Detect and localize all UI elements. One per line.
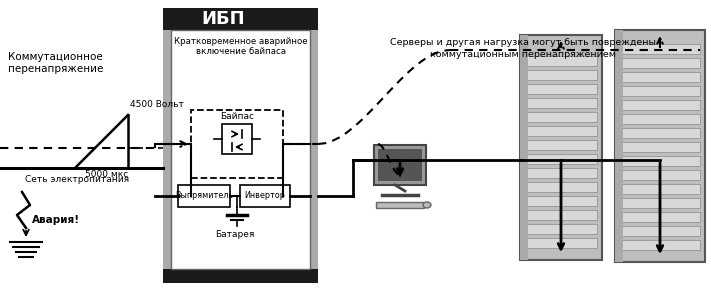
Bar xyxy=(620,198,700,208)
Bar xyxy=(525,154,597,164)
Bar xyxy=(620,100,700,110)
Bar xyxy=(620,184,700,194)
Bar xyxy=(525,210,597,220)
Bar xyxy=(163,8,318,30)
Bar xyxy=(374,145,426,185)
Text: Сеть электропитания: Сеть электропитания xyxy=(25,175,129,184)
Bar xyxy=(525,84,597,94)
Bar xyxy=(520,35,602,260)
Bar xyxy=(620,44,700,54)
Bar xyxy=(171,30,310,269)
Bar xyxy=(525,182,597,192)
Text: 4500 Вольт: 4500 Вольт xyxy=(130,100,184,109)
Bar xyxy=(378,149,422,181)
Bar xyxy=(191,110,283,178)
Bar xyxy=(163,30,171,269)
Bar xyxy=(615,30,623,262)
Bar xyxy=(178,185,230,207)
Bar xyxy=(615,30,705,262)
Text: Авария!: Авария! xyxy=(32,215,80,225)
Bar xyxy=(620,58,700,68)
Text: Выпрямитель: Выпрямитель xyxy=(175,191,233,200)
Bar xyxy=(620,170,700,180)
Bar xyxy=(525,98,597,108)
Bar xyxy=(240,185,290,207)
Bar xyxy=(620,212,700,222)
Bar xyxy=(525,126,597,136)
Text: Серверы и другая нагрузка могут быть повреждены
коммутационным перенапряжением: Серверы и другая нагрузка могут быть пов… xyxy=(390,38,656,59)
Ellipse shape xyxy=(423,202,431,208)
Bar xyxy=(620,240,700,250)
Bar xyxy=(525,70,597,80)
Bar xyxy=(310,30,318,269)
Bar xyxy=(525,196,597,206)
Bar xyxy=(620,128,700,138)
Bar xyxy=(525,140,597,150)
Bar xyxy=(520,35,528,260)
Bar xyxy=(163,269,318,283)
Bar xyxy=(376,202,424,208)
Bar xyxy=(620,86,700,96)
Text: Кратковременное аварийное
включение байпаса: Кратковременное аварийное включение байп… xyxy=(173,37,307,56)
Bar xyxy=(525,168,597,178)
Bar xyxy=(620,142,700,152)
Bar xyxy=(620,114,700,124)
Text: 5000 мкс: 5000 мкс xyxy=(85,170,128,179)
Bar xyxy=(525,224,597,234)
Bar xyxy=(620,72,700,82)
Text: ИБП: ИБП xyxy=(201,10,245,28)
Bar xyxy=(525,56,597,66)
Text: Байпас: Байпас xyxy=(220,112,254,121)
Text: Инвертор: Инвертор xyxy=(245,191,285,200)
Bar xyxy=(222,124,252,154)
Bar xyxy=(525,112,597,122)
Text: Батарея: Батарея xyxy=(215,230,255,239)
Bar xyxy=(525,238,597,248)
Bar xyxy=(620,226,700,236)
Bar xyxy=(620,156,700,166)
Text: Коммутационное
перенапряжение: Коммутационное перенапряжение xyxy=(8,52,103,74)
